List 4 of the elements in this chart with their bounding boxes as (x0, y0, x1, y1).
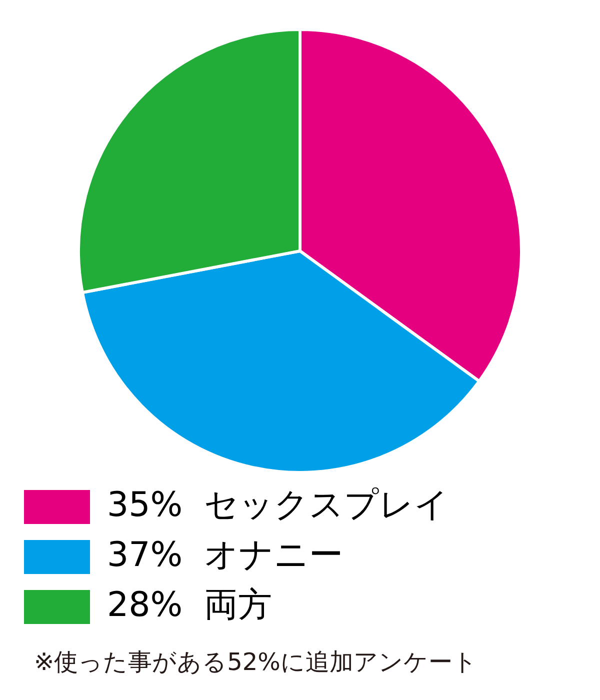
legend-label: 28% 両方 (107, 584, 272, 625)
text: ※使った事がある52%に追加アンケート (34, 647, 478, 678)
legend-label: 37% オナニー (107, 534, 344, 575)
legend-label: 35% セックスプレイ (107, 484, 450, 525)
